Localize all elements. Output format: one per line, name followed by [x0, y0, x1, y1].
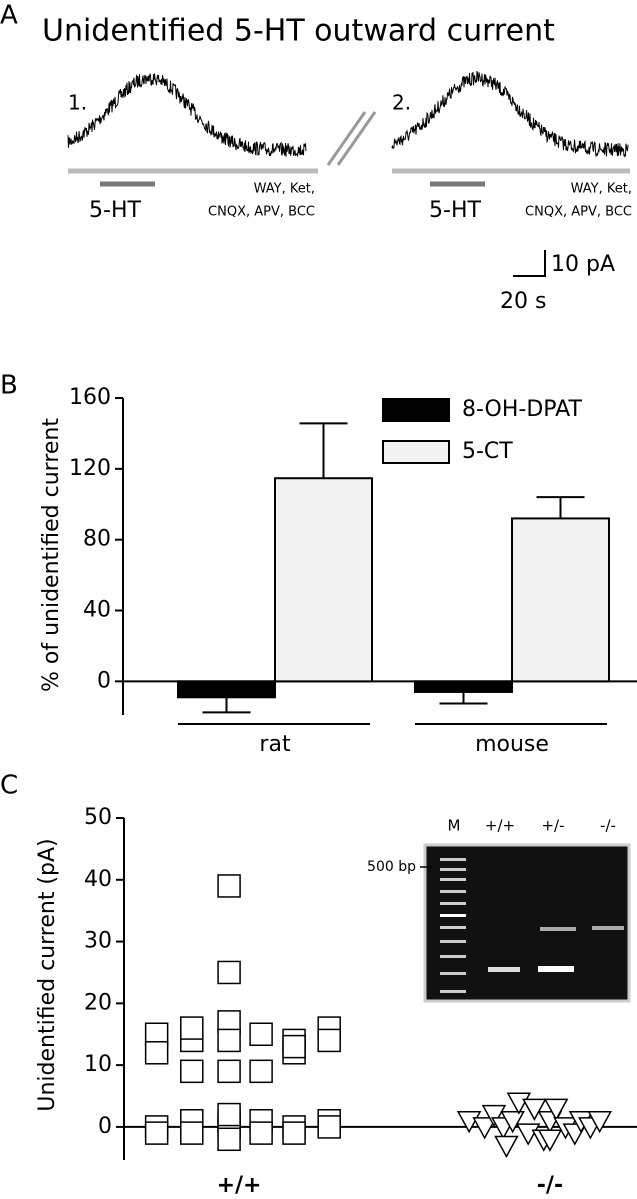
triangle-point: [543, 1098, 569, 1121]
y-tick-label: 0: [98, 1114, 112, 1139]
drug-label: 5-HT: [89, 198, 141, 223]
gel-band: [538, 966, 574, 972]
x-tick-label: -/-: [537, 1173, 563, 1198]
bar: [414, 680, 513, 693]
y-tick-label: 30: [84, 929, 112, 954]
square-point: [180, 1059, 204, 1084]
y-tick-label: 10: [84, 1052, 112, 1077]
error-bar: [299, 422, 348, 479]
triangle-point: [506, 1092, 532, 1115]
square-point: [217, 960, 241, 985]
gel-band: [440, 940, 466, 943]
error-bar: [202, 697, 251, 714]
triangle-point: [500, 1111, 525, 1134]
square-point: [144, 1121, 169, 1145]
error-bar: [439, 691, 488, 705]
gel-band: [540, 927, 576, 931]
y-tick-label: 50: [84, 805, 112, 830]
square-point: [217, 1127, 241, 1152]
square-point: [217, 1028, 241, 1053]
square-point: [217, 874, 241, 898]
bath-label: WAY, Ket,: [254, 182, 315, 197]
triangle-point: [537, 1129, 563, 1152]
bar: [511, 517, 610, 683]
bar: [274, 477, 373, 683]
lane-label: +/-: [541, 817, 564, 835]
gel-band: [440, 890, 466, 893]
square-point: [317, 1028, 341, 1053]
gel-band: [440, 955, 466, 958]
gel-band: [440, 878, 466, 881]
current-trace: [391, 71, 629, 158]
bath-label: CNQX, APV, BCC: [208, 205, 315, 220]
x-tick-label: +/+: [217, 1173, 262, 1198]
square-point: [217, 1102, 241, 1127]
lane-label: +/+: [485, 817, 515, 835]
square-point: [180, 1016, 204, 1040]
y-tick-label: 0: [97, 668, 111, 693]
drug-label: 5-HT: [429, 198, 481, 223]
x-tick-label: mouse: [475, 732, 549, 757]
gel-band: [440, 926, 466, 929]
gel-band: [592, 926, 624, 930]
x-tick-label: rat: [259, 732, 291, 757]
lane-label: -/-: [600, 817, 616, 835]
panel-letter: B: [0, 371, 18, 401]
triangle-point: [494, 1135, 519, 1159]
legend-label: 5-CT: [462, 439, 513, 464]
gel-band: [440, 868, 466, 871]
y-tick-label: 40: [84, 867, 112, 892]
triangle-point: [522, 1098, 547, 1121]
panel-title: Unidentified 5-HT outward current: [42, 14, 555, 49]
square-point: [249, 1059, 273, 1084]
gel-band: [440, 914, 466, 917]
axis-break: [336, 111, 377, 166]
gel-band: [440, 990, 466, 993]
triangle-point: [456, 1111, 482, 1134]
scale-label: 20 s: [500, 289, 546, 314]
triangle-point: [515, 1123, 541, 1146]
bar: [177, 680, 276, 699]
scale-label: 10 pA: [551, 252, 615, 277]
y-tick-label: 120: [69, 456, 111, 481]
square-point: [217, 1059, 241, 1084]
y-axis-label: Unidentified current (pA): [35, 838, 60, 1111]
square-point: [249, 1121, 273, 1145]
axis-break: [326, 111, 367, 166]
bath-label: WAY, Ket,: [571, 182, 632, 197]
gel-band: [440, 972, 466, 975]
square-point: [282, 1121, 306, 1145]
y-axis-label: % of unidentified current: [39, 418, 64, 692]
y-tick-label: 160: [69, 385, 111, 410]
legend-swatch: [382, 440, 450, 464]
trace-label: 2.: [392, 91, 411, 115]
lane-label: M: [448, 817, 461, 835]
triangle-point: [481, 1104, 507, 1128]
panel-letter: A: [0, 1, 18, 31]
y-tick-label: 80: [83, 527, 111, 552]
trace-label: 1.: [68, 91, 87, 115]
panel-letter: C: [0, 771, 18, 801]
square-point: [144, 1041, 169, 1065]
gel-band: [488, 967, 520, 972]
current-trace: [67, 73, 307, 157]
bath-label: CNQX, APV, BCC: [525, 205, 632, 220]
square-point: [249, 1022, 273, 1046]
gel-band: [440, 858, 466, 861]
square-point: [180, 1121, 204, 1145]
legend-swatch: [382, 398, 450, 422]
error-bar: [536, 496, 585, 519]
triangle-point: [587, 1111, 612, 1134]
square-point: [317, 1115, 341, 1139]
triangle-point: [472, 1117, 497, 1140]
legend-label: 8-OH-DPAT: [462, 397, 582, 422]
y-tick-label: 40: [83, 598, 111, 623]
y-tick-label: 20: [84, 990, 112, 1015]
size-marker-label: 500 bp: [367, 859, 416, 875]
gel-band: [440, 902, 466, 905]
square-point: [282, 1034, 306, 1059]
